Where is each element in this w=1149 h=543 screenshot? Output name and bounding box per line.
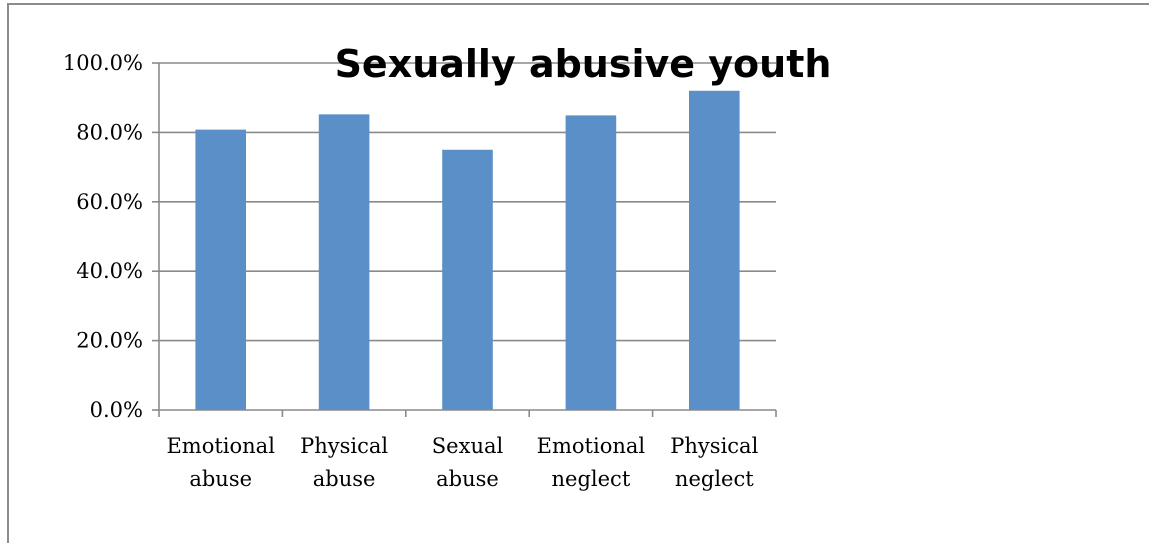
bar <box>318 114 370 410</box>
x-tick-label: abuse <box>436 467 499 491</box>
x-tick-label: neglect <box>552 467 631 491</box>
y-tick-label: 60.0% <box>76 190 143 214</box>
chart-title: Sexually abusive youth <box>335 42 832 86</box>
x-tick-label: Physical <box>300 434 388 458</box>
x-tick-label: abuse <box>313 467 376 491</box>
bar <box>195 129 246 410</box>
y-tick-label: 0.0% <box>90 398 143 422</box>
bar-layer <box>195 90 740 410</box>
x-tick-label: abuse <box>189 467 252 491</box>
y-tick-label: 20.0% <box>76 329 143 353</box>
bar <box>565 115 617 410</box>
x-tick-label: Sexual <box>432 434 504 458</box>
y-tick-label: 40.0% <box>76 259 143 283</box>
y-tick-label: 100.0% <box>63 51 143 75</box>
axis-layer <box>152 62 777 417</box>
label-layer: 0.0% 20.0% 40.0% 60.0% 80.0% 100.0% Emotional a… <box>63 51 759 491</box>
x-tick-label: Emotional <box>537 434 646 458</box>
x-tick-label: Physical <box>670 434 758 458</box>
bar <box>689 90 740 410</box>
x-tick-label: Emotional <box>166 434 275 458</box>
x-tick-label: neglect <box>675 467 754 491</box>
bar <box>442 149 493 410</box>
y-tick-label: 80.0% <box>76 120 143 144</box>
chart-frame <box>7 3 1149 543</box>
